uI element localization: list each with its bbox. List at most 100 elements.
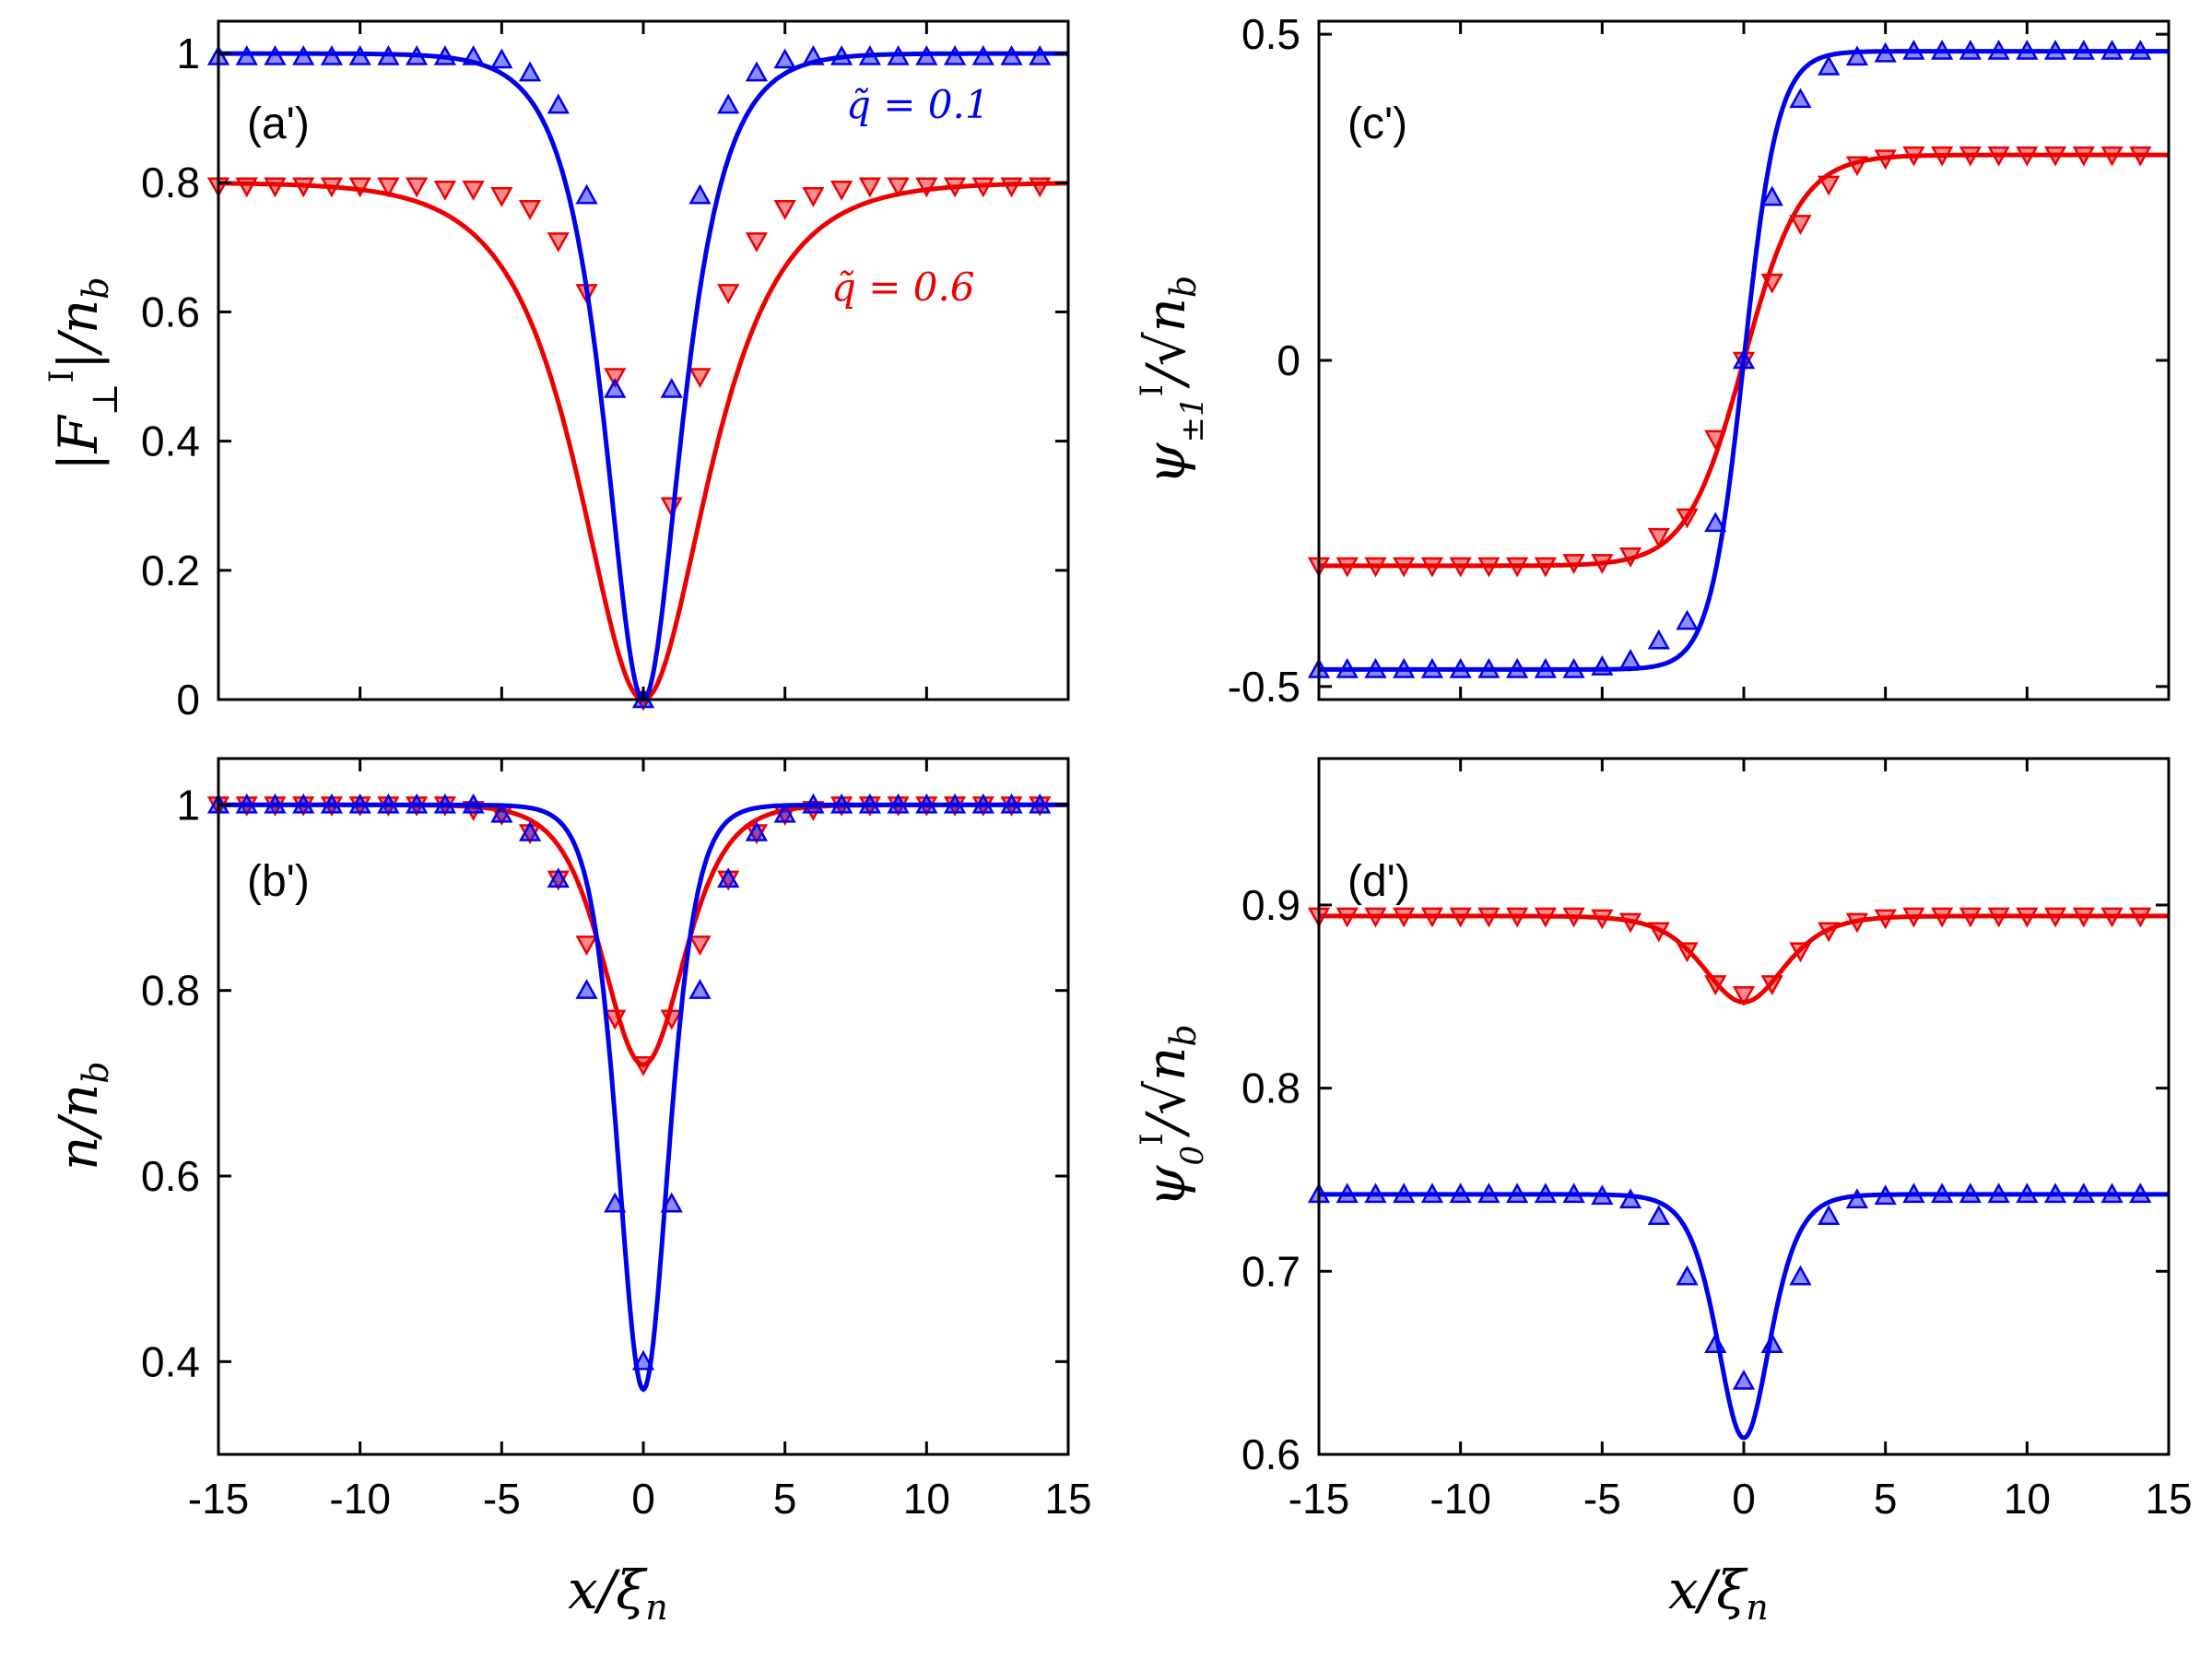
data-point — [1029, 793, 1052, 814]
data-point — [235, 177, 258, 198]
data-point — [1393, 1182, 1416, 1204]
data-point — [292, 44, 315, 65]
data-point — [1732, 1369, 1756, 1390]
data-point — [1562, 657, 1585, 678]
y-tick-label: 0.6 — [141, 1152, 200, 1200]
data-point — [1506, 907, 1529, 928]
data-point — [943, 177, 967, 198]
data-point — [575, 935, 598, 956]
data-point — [1704, 1333, 1727, 1354]
x-tick-label: 0 — [631, 1475, 655, 1523]
data-point — [1420, 907, 1444, 928]
data-point — [1335, 557, 1359, 578]
panel-a-series — [206, 44, 1068, 712]
data-point — [264, 793, 287, 814]
data-point — [2129, 907, 2152, 928]
data-point — [1760, 185, 1783, 206]
data-point — [235, 44, 258, 65]
data-point — [1364, 1182, 1387, 1204]
data-point — [1420, 557, 1444, 578]
data-point — [1789, 1265, 1812, 1286]
series-line — [1319, 49, 2169, 672]
panel-d-ticks: -15 -10 -5 0 5 10 15 0.6 0.7 0.8 0.9 — [1241, 759, 2193, 1523]
data-point — [802, 44, 825, 65]
data-point — [773, 802, 796, 823]
data-point — [2129, 1182, 2152, 1204]
data-point — [971, 177, 994, 198]
data-point — [1393, 557, 1416, 578]
data-point — [406, 177, 429, 198]
data-point — [1760, 273, 1783, 294]
data-point — [377, 177, 400, 198]
data-point — [1676, 508, 1699, 529]
y-tick-label: 0.8 — [141, 159, 200, 206]
data-point — [1000, 793, 1023, 814]
y-tick-label: 1 — [176, 29, 200, 77]
data-point — [1931, 907, 1954, 928]
data-point — [547, 867, 570, 888]
svg-text:ψ0I/√nb: ψ0I/√nb — [1134, 1024, 1211, 1207]
data-point — [1732, 348, 1756, 370]
data-point — [377, 793, 400, 814]
data-point — [1534, 907, 1557, 928]
data-point — [887, 793, 910, 814]
data-point — [1874, 909, 1897, 930]
data-point — [773, 48, 796, 69]
x-tick-label: 5 — [1874, 1475, 1898, 1523]
data-point — [320, 793, 344, 814]
data-point — [518, 61, 542, 82]
data-point — [1393, 657, 1416, 678]
data-point — [1874, 149, 1897, 171]
svg-text:x/ξn: x/ξn — [568, 1559, 668, 1628]
data-point — [971, 793, 994, 814]
series-line — [218, 181, 1068, 702]
svg-text:|F⊥I|/nb: |F⊥I|/nb — [43, 276, 125, 471]
b-series-q01 — [206, 793, 1068, 1393]
data-point — [490, 48, 513, 69]
data-point — [660, 377, 683, 398]
data-point — [433, 44, 456, 65]
panel-a-ticks: 0 0.2 0.4 0.6 0.8 1 — [141, 21, 1070, 724]
panel-b-xlabel: x/ξn — [568, 1559, 668, 1628]
data-point — [1477, 907, 1500, 928]
panel-d-series — [1307, 907, 2169, 1441]
data-point — [2100, 1182, 2124, 1204]
panel-b-frame — [217, 757, 1070, 1456]
data-point — [1959, 39, 1982, 60]
data-point — [1845, 1188, 1869, 1209]
panel-d-frame — [1317, 757, 2171, 1456]
x-tick-label: -5 — [483, 1475, 521, 1523]
data-point — [1335, 1182, 1359, 1204]
data-point — [348, 44, 371, 65]
data-point — [745, 820, 769, 841]
series-line — [218, 802, 1068, 1393]
y-tick-label: 0 — [1277, 336, 1300, 384]
series-line — [218, 51, 1068, 702]
data-point — [887, 177, 910, 198]
x-tick-label: 15 — [2145, 1475, 2192, 1523]
panel-a: 0 0.2 0.4 0.6 0.8 1 (a') q̃ = 0.1 q̃ = 0.6 |F… — [43, 19, 1070, 724]
d-series-q06 — [1307, 907, 2169, 1006]
data-point — [2072, 39, 2095, 60]
data-point — [462, 180, 485, 201]
data-point — [858, 44, 881, 65]
data-point — [2043, 39, 2067, 60]
data-point — [717, 284, 740, 304]
data-point — [1477, 657, 1500, 678]
data-point — [604, 1192, 627, 1213]
data-point — [802, 793, 825, 814]
data-point — [688, 935, 712, 956]
data-point — [1676, 609, 1699, 630]
data-point — [1647, 922, 1670, 943]
data-point — [688, 979, 712, 999]
data-point — [1931, 146, 1954, 167]
data-point — [292, 793, 315, 814]
y-tick-label: -0.5 — [1228, 663, 1300, 711]
data-point — [1647, 629, 1670, 650]
data-point — [631, 1349, 655, 1371]
data-point — [1760, 975, 1783, 995]
data-point — [1000, 44, 1023, 65]
data-point — [773, 200, 796, 220]
data-point — [2129, 39, 2152, 60]
